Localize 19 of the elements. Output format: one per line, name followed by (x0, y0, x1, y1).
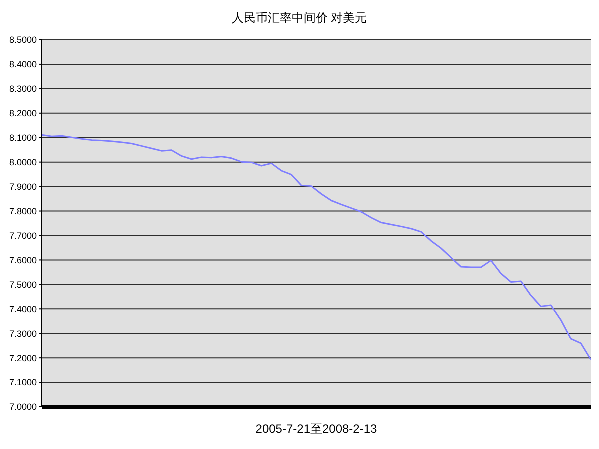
y-tick-label: 7.2000 (9, 353, 37, 364)
y-tick-label: 8.2000 (9, 108, 37, 119)
y-tick-label: 7.6000 (9, 255, 37, 266)
y-tick-label: 8.3000 (9, 84, 37, 94)
y-tick-label: 8.1000 (9, 133, 37, 144)
y-tick-label: 7.7000 (9, 230, 37, 241)
y-tick-label: 7.0000 (9, 402, 37, 412)
y-tick-label: 8.4000 (9, 60, 37, 70)
y-tick-label: 7.3000 (9, 328, 37, 339)
y-tick-label: 7.5000 (9, 280, 37, 290)
line-series (41, 134, 592, 361)
y-tick-label: 8.0000 (9, 158, 37, 168)
y-tick-label: 8.5000 (9, 35, 37, 46)
y-tick-label: 7.1000 (9, 378, 37, 388)
y-tick-label: 7.9000 (9, 182, 37, 192)
chart-title: 人民币汇率中间价 对美元 (230, 10, 368, 27)
x-axis-title: 2005-7-21至2008-2-13 (256, 422, 378, 436)
y-tick-label: 7.4000 (9, 304, 37, 314)
y-tick-label: 7.8000 (9, 206, 37, 216)
